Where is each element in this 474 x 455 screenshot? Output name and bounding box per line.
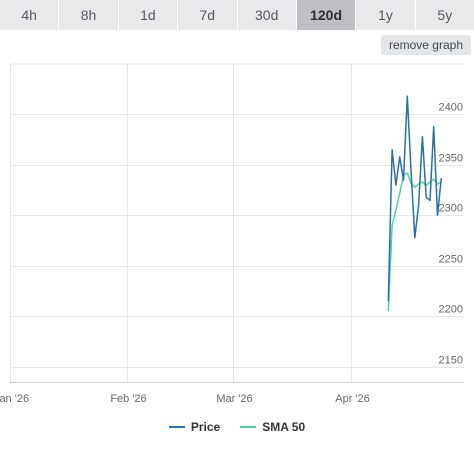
price-series-line (387, 95, 443, 302)
range-tab-7d[interactable]: 7d (178, 0, 238, 30)
x-tick-label: Mar '26 (216, 393, 252, 405)
x-tick-label: Apr '26 (335, 393, 370, 405)
time-range-selector: 4h 8h 1d 7d 30d 120d 1y 5y (0, 0, 474, 30)
chart-legend: Price SMA 50 (0, 420, 474, 434)
y-tick-label: 2400 (439, 102, 463, 114)
sma-series-line (387, 172, 442, 312)
legend-label-price: Price (190, 420, 221, 434)
range-tab-8h[interactable]: 8h (59, 0, 119, 30)
legend-item-sma[interactable]: SMA 50 (240, 420, 305, 434)
range-tab-5y[interactable]: 5y (415, 0, 474, 30)
legend-item-price[interactable]: Price (168, 420, 221, 434)
range-tab-120d[interactable]: 120d (296, 0, 357, 30)
y-tick-label: 2150 (439, 355, 463, 367)
range-tab-30d[interactable]: 30d (237, 0, 297, 30)
price-line-swatch (168, 426, 185, 428)
remove-graph-button[interactable]: remove graph (380, 35, 471, 55)
range-tab-4h[interactable]: 4h (0, 0, 60, 30)
x-tick-label: Jan '26 (0, 393, 29, 405)
legend-label-sma: SMA 50 (262, 420, 306, 434)
x-tick-label: Feb '26 (110, 393, 146, 405)
y-tick-label: 2200 (439, 304, 463, 316)
y-tick-label: 2300 (439, 203, 463, 215)
y-tick-label: 2250 (439, 254, 463, 266)
range-tab-1d[interactable]: 1d (118, 0, 179, 30)
sma-line-swatch (240, 426, 257, 428)
range-tab-1y[interactable]: 1y (356, 0, 416, 30)
y-tick-label: 2350 (439, 153, 463, 165)
price-chart: 2150 2200 2250 2300 2350 2400 Jan '26 Feb '26 Ma… (0, 63, 464, 405)
